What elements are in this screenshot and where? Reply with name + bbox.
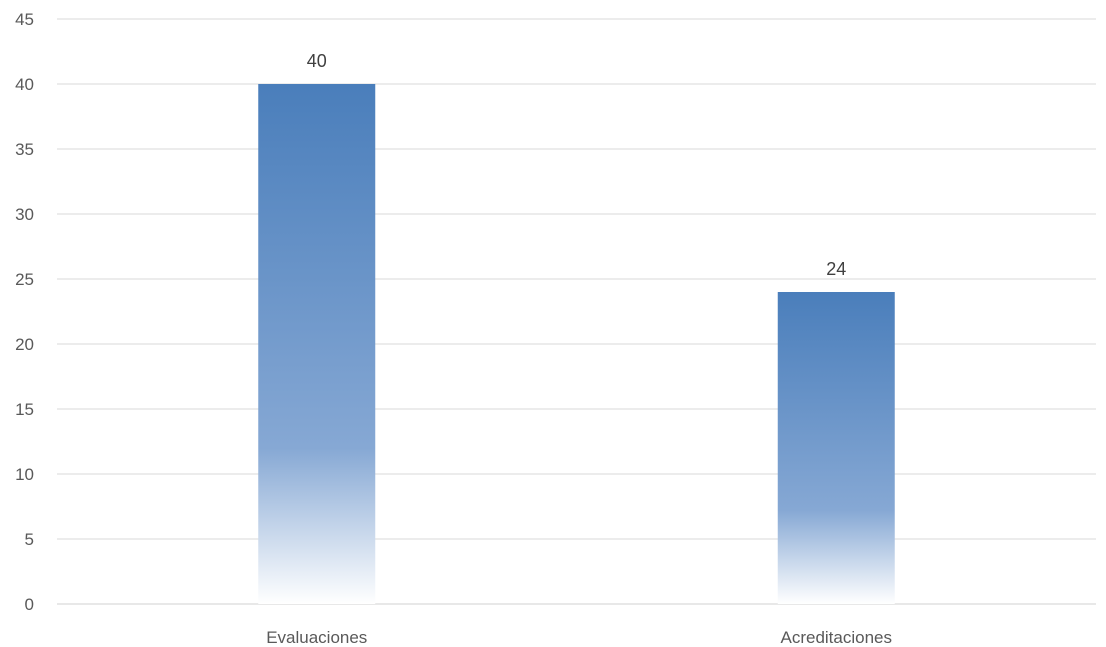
y-tick-label: 40 (15, 75, 34, 94)
y-tick-label: 15 (15, 400, 34, 419)
x-axis-categories: Evaluaciones Acreditaciones (266, 628, 892, 647)
y-tick-label: 0 (25, 595, 34, 614)
bar-acreditaciones (777, 292, 895, 604)
data-label: 40 (307, 51, 327, 71)
y-tick-label: 5 (25, 530, 34, 549)
y-axis-ticks: 0 5 10 15 20 25 30 35 40 45 (15, 10, 34, 614)
y-tick-label: 45 (15, 10, 34, 29)
y-tick-label: 25 (15, 270, 34, 289)
data-labels: 40 24 (307, 51, 847, 279)
gridlines (57, 18, 1096, 605)
y-tick-label: 35 (15, 140, 34, 159)
y-tick-label: 10 (15, 465, 34, 484)
data-label: 24 (826, 259, 846, 279)
y-tick-label: 30 (15, 205, 34, 224)
bar-evaluaciones (258, 84, 376, 604)
x-category-label: Acreditaciones (780, 628, 892, 647)
bars (258, 84, 895, 604)
x-category-label: Evaluaciones (266, 628, 367, 647)
y-tick-label: 20 (15, 335, 34, 354)
